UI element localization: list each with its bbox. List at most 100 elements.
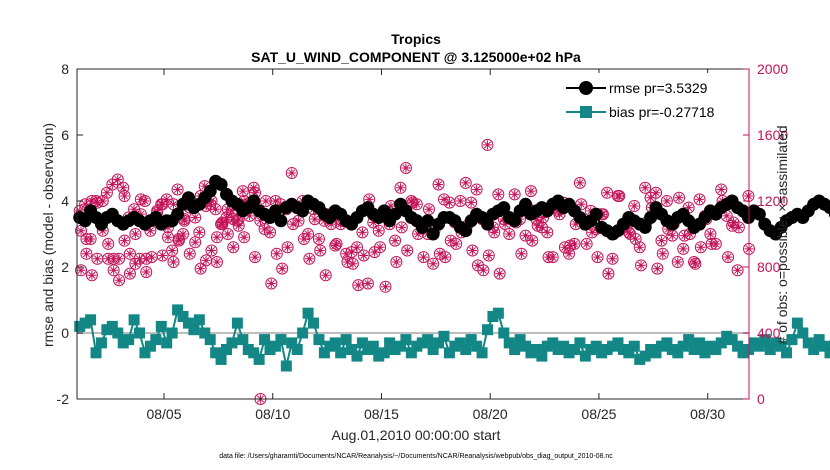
obs-assimilated-marker [196, 264, 206, 274]
obs-assimilated-marker [636, 260, 646, 270]
bias-point [340, 334, 352, 346]
bias-point [492, 307, 504, 319]
bias-point [683, 334, 695, 346]
obs-count-point [715, 183, 728, 196]
obs-count-point [454, 195, 467, 207]
bias-point [351, 350, 363, 362]
bias-point [90, 347, 102, 359]
obs-count-point [542, 251, 555, 264]
bias-point [253, 353, 265, 365]
obs-count-point [677, 242, 690, 255]
obs-count-point [481, 138, 494, 151]
obs-count-point [705, 237, 718, 250]
bias-point [612, 337, 624, 349]
bias-point [346, 344, 358, 355]
obs-count-point [249, 251, 262, 264]
obs-assimilated-marker [98, 226, 108, 236]
bias-point [182, 317, 194, 329]
obs-count-point [394, 181, 407, 194]
rmse-point [497, 201, 511, 215]
obs-count-point [482, 249, 495, 262]
obs-assimilated-marker [569, 239, 579, 249]
legend: rmse pr=3.5329 bias pr=-0.27718 [560, 73, 748, 125]
obs-count-point [118, 190, 131, 203]
obs-assimilated-marker [673, 257, 683, 267]
obs-count-point [575, 198, 588, 211]
obs-assimilated-marker [304, 254, 314, 264]
obs-assimilated-marker [303, 229, 313, 239]
obs-assimilated-marker [260, 224, 270, 234]
obs-assimilated-marker [434, 180, 444, 189]
obs-assimilated-marker [212, 257, 222, 267]
obs-assimilated-marker [228, 242, 238, 252]
obs-assimilated-marker [413, 229, 423, 239]
obs-possible-marker [374, 241, 387, 254]
obs-assimilated-marker [185, 249, 195, 259]
obs-assimilated-marker [227, 206, 237, 216]
obs-count-point [656, 247, 669, 260]
rmse-point [388, 207, 402, 221]
obs-assimilated-marker [690, 259, 700, 269]
obs-assimilated-marker [435, 249, 445, 259]
y2-tick-label: 800 [757, 259, 781, 275]
bias-point [443, 347, 455, 359]
obs-assimilated-marker [538, 213, 548, 222]
obs-possible-marker [75, 264, 88, 277]
obs-assimilated-marker [81, 234, 91, 244]
obs-assimilated-marker [695, 194, 705, 204]
obs-assimilated-marker [270, 196, 280, 206]
obs-assimilated-marker [408, 198, 418, 208]
obs-count-point [660, 195, 673, 207]
bias-point [405, 347, 417, 359]
obs-possible-marker [655, 234, 668, 247]
obs-count-point [459, 176, 472, 189]
obs-possible-marker [265, 277, 278, 290]
obs-count-point [259, 195, 272, 207]
bias-point [732, 340, 744, 352]
obs-assimilated-marker [179, 214, 189, 224]
bias-series [74, 304, 830, 372]
obs-assimilated-marker [527, 236, 537, 246]
obs-assimilated-marker [102, 188, 112, 198]
obs-assimilated-marker [380, 282, 390, 292]
obs-possible-marker [481, 138, 494, 151]
bias-point [639, 350, 651, 362]
obs-count-point [372, 224, 385, 237]
obs-count-point [602, 267, 615, 280]
obs-assimilated-marker [168, 257, 178, 267]
obs-count-point [673, 191, 686, 204]
bias-point [775, 340, 787, 352]
obs-possible-marker [465, 196, 478, 209]
y2-tick-label: 400 [757, 325, 781, 341]
obs-assimilated-marker [625, 229, 635, 239]
bias-point [650, 347, 662, 359]
obs-assimilated-marker [190, 237, 200, 247]
obs-assimilated-marker [163, 222, 173, 232]
obs-possible-marker [221, 228, 234, 240]
obs-assimilated-marker [114, 275, 124, 285]
obs-count-point [312, 232, 325, 245]
bias-point [547, 337, 559, 349]
bias-point [781, 347, 793, 359]
obs-possible-marker [633, 241, 646, 254]
obs-count-point [194, 262, 207, 275]
obs-assimilated-marker [81, 249, 91, 259]
obs-possible-marker [705, 237, 718, 250]
obs-count-point [145, 251, 158, 264]
obs-count-point [531, 219, 544, 232]
y2-axis-label: # of obs: o=possible; ×=assimilated [774, 125, 790, 344]
obs-assimilated-marker [125, 269, 135, 279]
obs-count-point [374, 241, 387, 254]
obs-assimilated-marker [428, 259, 438, 269]
obs-assimilated-marker [696, 242, 706, 252]
obs-count-point [361, 277, 374, 290]
bias-point [509, 344, 521, 355]
obs-assimilated-marker [656, 236, 666, 246]
bias-point [579, 350, 591, 362]
obs-count-point [75, 264, 88, 277]
obs-assimilated-marker [401, 163, 411, 173]
obs-count-point [330, 237, 343, 250]
obs-assimilated-marker [667, 231, 677, 241]
obs-count-point [107, 264, 120, 277]
obs-possible-marker [123, 247, 136, 260]
